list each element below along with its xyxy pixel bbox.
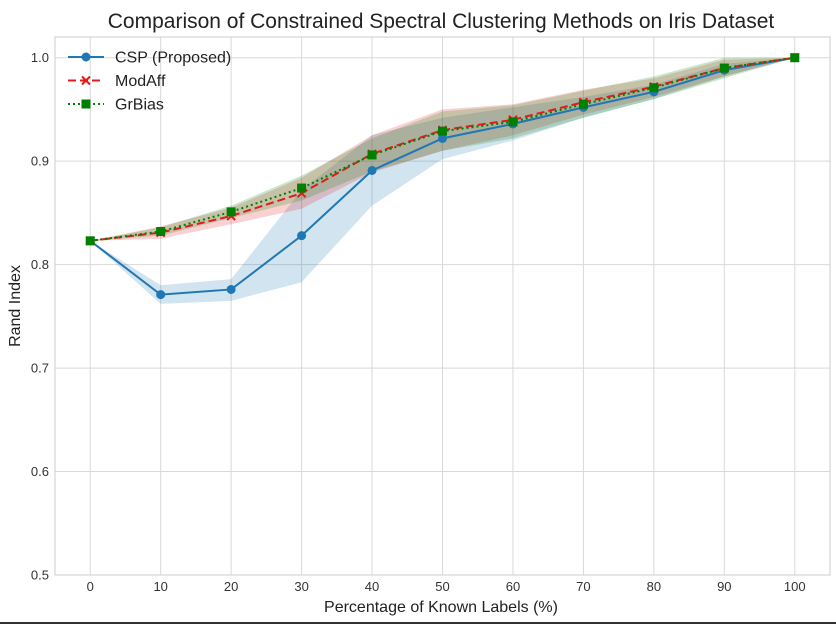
y-tick-label: 0.9 — [31, 154, 49, 169]
legend-marker-csp-proposed — [81, 52, 91, 62]
point-grbias — [719, 63, 729, 73]
point-csp-proposed — [367, 165, 377, 175]
x-tick-label: 60 — [506, 579, 520, 594]
legend-label-csp-proposed: CSP (Proposed) — [115, 50, 231, 67]
legend: CSP (Proposed) ModAff GrBias — [68, 50, 231, 114]
x-tick-label: 40 — [365, 579, 379, 594]
point-csp-proposed — [297, 231, 307, 241]
point-grbias — [438, 126, 447, 136]
band-grbias — [90, 57, 795, 241]
point-csp-proposed — [156, 290, 166, 300]
x-tick-label: 30 — [294, 579, 308, 594]
x-tick-label: 10 — [153, 579, 167, 594]
x-tick-label: 100 — [784, 579, 806, 594]
legend-label-grbias: GrBias — [115, 97, 164, 114]
point-grbias — [297, 183, 307, 193]
grid — [55, 37, 830, 576]
point-grbias — [649, 83, 659, 93]
point-grbias — [367, 150, 377, 160]
plot-frame — [54, 36, 831, 576]
y-tick-label: 0.7 — [31, 361, 49, 376]
y-tick-labels: 0.5 0.6 0.7 0.8 0.9 1.0 — [31, 50, 49, 582]
y-axis-label: Rand Index — [7, 265, 24, 347]
band-csp-proposed- — [90, 57, 795, 304]
point-grbias — [226, 207, 236, 217]
legend-marker-modaff — [81, 75, 91, 86]
confidence-bands — [90, 57, 795, 304]
x-tick-label: 50 — [435, 579, 449, 594]
point-grbias — [578, 99, 588, 109]
legend-marker-grbias — [81, 99, 91, 109]
band-modaff — [90, 57, 795, 241]
x-tick-label: 0 — [87, 579, 94, 594]
y-tick-label: 0.8 — [31, 257, 49, 272]
y-tick-label: 1.0 — [31, 50, 49, 65]
chart-title: Comparison of Constrained Spectral Clust… — [108, 10, 775, 33]
x-tick-label: 20 — [224, 579, 238, 594]
point-grbias — [508, 117, 518, 127]
legend-label-modaff: ModAff — [115, 73, 166, 90]
point-grbias — [85, 236, 95, 246]
x-tick-label: 80 — [647, 579, 661, 594]
y-tick-label: 0.6 — [31, 464, 49, 479]
x-tick-labels: 0 10 20 30 40 50 60 70 80 90 100 — [87, 579, 806, 594]
point-grbias — [156, 227, 166, 237]
series-markers — [85, 52, 800, 300]
y-tick-label: 0.5 — [31, 568, 49, 583]
x-axis-label: Percentage of Known Labels (%) — [324, 599, 558, 616]
x-tick-label: 70 — [576, 579, 590, 594]
bottom-rule — [0, 622, 836, 624]
x-tick-label: 90 — [717, 579, 731, 594]
point-csp-proposed — [226, 284, 236, 294]
point-csp-proposed — [438, 133, 447, 143]
point-grbias — [790, 53, 800, 63]
